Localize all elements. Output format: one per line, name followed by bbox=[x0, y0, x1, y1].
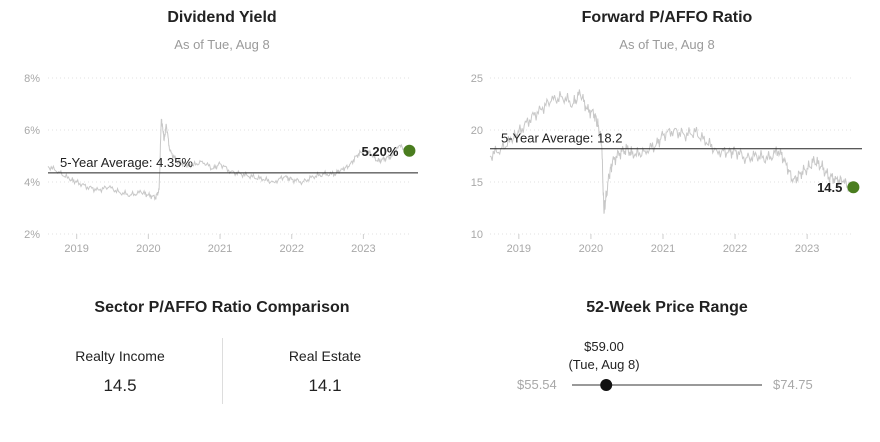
range-current-marker bbox=[600, 379, 613, 391]
sector-right-value: 14.1 bbox=[308, 376, 342, 395]
dividend-yield-subtitle: As of Tue, Aug 8 bbox=[174, 37, 270, 52]
sector-divider bbox=[222, 338, 223, 404]
sector-right-label: Real Estate bbox=[288, 348, 362, 364]
y-tick-label: 15 bbox=[471, 177, 483, 189]
x-tick-label: 2022 bbox=[723, 243, 747, 255]
y-tick-label: 6% bbox=[24, 125, 40, 137]
last-value-marker bbox=[403, 144, 416, 157]
price-range-title: 52-Week Price Range bbox=[586, 299, 748, 316]
y-tick-label: 4% bbox=[24, 177, 40, 189]
x-tick-label: 2023 bbox=[795, 243, 819, 255]
series-line bbox=[47, 118, 407, 201]
sector-left-label: Realty Income bbox=[75, 348, 165, 364]
x-tick-label: 2020 bbox=[136, 243, 160, 255]
y-tick-label: 2% bbox=[24, 229, 40, 241]
y-tick-label: 10 bbox=[471, 229, 483, 241]
x-tick-label: 2021 bbox=[651, 243, 675, 255]
range-high: $74.75 bbox=[773, 377, 813, 392]
y-tick-label: 25 bbox=[471, 73, 483, 85]
x-tick-label: 2022 bbox=[279, 243, 303, 255]
forward-pa-title: Forward P/AFFO Ratio bbox=[581, 9, 753, 26]
range-current-price: $59.00 bbox=[584, 339, 624, 354]
range-current-date: (Tue, Aug 8) bbox=[568, 357, 640, 372]
dividend-yield-chart: 2% 4% 6% 8% 2019 2020 2021 2022 2023 5-Year Avera… bbox=[24, 73, 418, 255]
last-value-label: 5.20% bbox=[362, 144, 399, 159]
y-tick-label: 20 bbox=[471, 125, 483, 137]
last-value-marker bbox=[847, 181, 860, 194]
average-label: 5-Year Average: 18.2 bbox=[501, 131, 622, 146]
x-tick-label: 2019 bbox=[64, 243, 88, 255]
average-label: 5-Year Average: 4.35% bbox=[60, 155, 193, 170]
price-range-bar bbox=[572, 379, 762, 391]
last-value-label: 14.5 bbox=[817, 180, 842, 195]
dividend-yield-title: Dividend Yield bbox=[167, 9, 277, 26]
series-line bbox=[489, 89, 851, 214]
forward-pa-chart: 10 15 20 25 2019 2020 2021 2022 2023 5-Year Avera… bbox=[471, 73, 862, 255]
x-tick-label: 2020 bbox=[579, 243, 603, 255]
x-tick-label: 2021 bbox=[208, 243, 232, 255]
forward-pa-subtitle: As of Tue, Aug 8 bbox=[619, 37, 715, 52]
range-low: $55.54 bbox=[517, 377, 557, 392]
sector-comparison-title: Sector P/AFFO Ratio Comparison bbox=[94, 299, 350, 316]
x-tick-label: 2019 bbox=[507, 243, 531, 255]
sector-left-value: 14.5 bbox=[103, 376, 137, 395]
y-tick-label: 8% bbox=[24, 73, 40, 85]
x-tick-label: 2023 bbox=[351, 243, 375, 255]
